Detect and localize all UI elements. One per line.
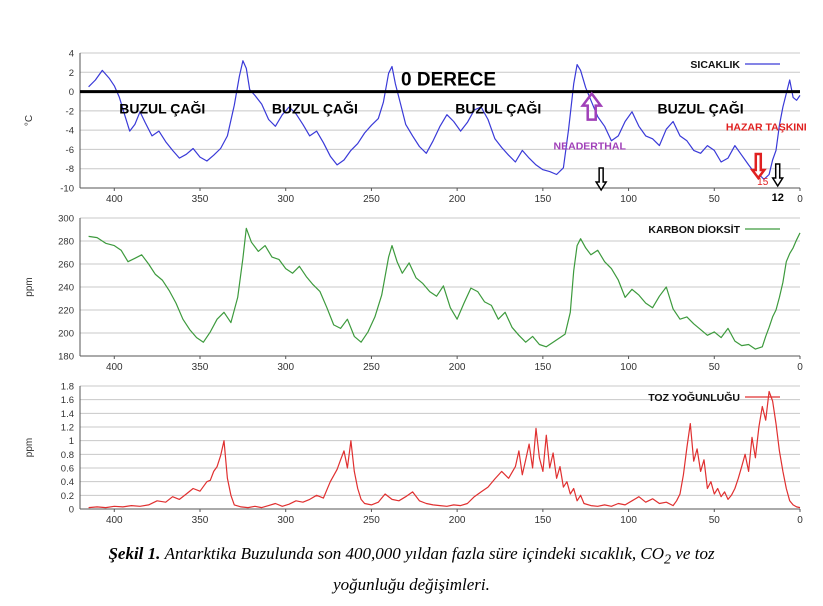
co2-y-tick-label: 300 [58, 214, 74, 225]
caption-line-2: yoğunluğu değişimleri. [333, 575, 490, 595]
temperature-y-tick-label: -6 [66, 145, 74, 156]
zero-degree-label: 0 DERECE [401, 70, 496, 91]
co2-x-tick-label: 400 [106, 362, 123, 373]
caption-line-1: Şekil 1. Antarktika Buzulunda son 400,00… [0, 541, 823, 572]
co2-series-line [88, 227, 801, 350]
dust-series-line [88, 390, 801, 509]
black-down-arrow-icon [594, 167, 608, 192]
dust-x-tick-label: 150 [535, 515, 552, 526]
temperature-legend-label: SICAKLIK [690, 59, 740, 71]
caption-text: Antarktika Buzulunda son 400,000 yıldan … [164, 544, 665, 563]
dust-x-tick-label: 0 [797, 515, 803, 526]
temperature-x-tick-label: 400 [106, 194, 123, 205]
temperature-x-tick-label: 300 [277, 194, 294, 205]
co2-x-tick-label: 300 [277, 362, 294, 373]
dust-x-tick-label: 100 [620, 515, 637, 526]
co2-y-tick-label: 240 [58, 283, 74, 294]
temperature-y-tick-label: -4 [66, 126, 74, 137]
temperature-y-tick-label: 0 [69, 87, 74, 98]
co2-y-tick-label: 180 [58, 352, 74, 363]
temperature-x-tick-label: 100 [620, 194, 637, 205]
temperature-y-tick-label: 2 [69, 68, 74, 79]
caption-subscript: 2 [664, 551, 672, 568]
marker-15-label: 15 [757, 177, 769, 188]
dust-x-tick-label: 250 [363, 515, 380, 526]
co2-x-tick-label: 150 [535, 362, 552, 373]
co2-y-axis-label: ppm [24, 277, 35, 296]
dust-y-tick-label: 0.2 [61, 491, 74, 502]
co2-y-tick-label: 280 [58, 237, 74, 248]
dust-x-tick-label: 300 [277, 515, 294, 526]
dust-y-tick-label: 1.6 [61, 395, 74, 406]
dust-y-tick-label: 0 [69, 505, 74, 516]
dust-y-tick-label: 1.8 [61, 382, 74, 393]
co2-x-tick-label: 0 [797, 362, 803, 373]
figure-caption: Şekil 1. Antarktika Buzulunda son 400,00… [0, 541, 823, 598]
co2-x-tick-label: 200 [449, 362, 466, 373]
ice-age-label: BUZUL ÇAĞI [272, 100, 358, 117]
dust-y-tick-label: 1.2 [61, 423, 74, 434]
dust-legend-label: TOZ YOĞUNLUĞU [648, 391, 740, 404]
co2-x-tick-label: 50 [709, 362, 721, 373]
dust-x-tick-label: 400 [106, 515, 123, 526]
co2-x-tick-label: 350 [192, 362, 209, 373]
dust-y-tick-label: 0.6 [61, 464, 74, 475]
temperature-y-tick-label: 4 [69, 49, 74, 60]
temperature-chart: 4 2 0 -2 -4 -6 -8 -10 400 350 300 250 200 150 100 50 0 °C… [24, 49, 807, 206]
temperature-y-axis-label: °C [24, 115, 35, 126]
dust-chart: 1.8 1.6 1.4 1.2 1 0.8 0.6 0.4 0.2 0 400 350 300 250 20… [24, 382, 803, 527]
ice-age-label: BUZUL ÇAĞI [455, 100, 541, 117]
temperature-x-tick-label: 50 [709, 194, 721, 205]
temperature-y-tick-label: -8 [66, 164, 74, 175]
marker-12-label: 12 [772, 192, 784, 204]
temperature-series-line [88, 60, 801, 180]
dust-y-axis-label: ppm [24, 438, 35, 457]
temperature-x-tick-label: 250 [363, 194, 380, 205]
co2-legend-label: KARBON DİOKSİT [648, 223, 740, 236]
caspian-flood-label: HAZAR TAŞKINI [726, 122, 807, 134]
co2-y-tick-label: 260 [58, 260, 74, 271]
co2-y-tick-label: 220 [58, 306, 74, 317]
temperature-y-tick-label: -2 [66, 106, 74, 117]
caption-lead: Şekil 1. [108, 544, 161, 563]
temperature-x-tick-label: 350 [192, 194, 209, 205]
dust-y-tick-label: 1.4 [61, 409, 74, 420]
dust-y-tick-label: 1 [69, 436, 74, 447]
neanderthal-arrow-icon [580, 91, 604, 121]
dust-x-tick-label: 350 [192, 515, 209, 526]
neanderthal-label: NEADERTHAL [554, 141, 627, 153]
temperature-x-tick-label: 0 [797, 194, 803, 205]
black-down-arrow-icon [771, 163, 785, 188]
temperature-x-tick-label: 150 [535, 194, 552, 205]
dust-x-tick-label: 50 [709, 515, 721, 526]
dust-y-tick-label: 0.4 [61, 477, 74, 488]
dust-y-tick-label: 0.8 [61, 450, 74, 461]
co2-chart: 300 280 260 240 220 200 180 400 350 300 250 200 150 1… [24, 214, 803, 374]
temperature-x-tick-label: 200 [449, 194, 466, 205]
red-down-arrow-icon [749, 152, 767, 181]
co2-y-tick-label: 200 [58, 329, 74, 340]
co2-x-tick-label: 250 [363, 362, 380, 373]
dust-x-tick-label: 200 [449, 515, 466, 526]
caption-text-end: ve toz [675, 544, 715, 563]
temperature-y-tick-label: -10 [60, 184, 74, 195]
ice-age-label: BUZUL ÇAĞI [658, 100, 744, 117]
ice-age-label: BUZUL ÇAĞI [119, 100, 205, 117]
co2-x-tick-label: 100 [620, 362, 637, 373]
